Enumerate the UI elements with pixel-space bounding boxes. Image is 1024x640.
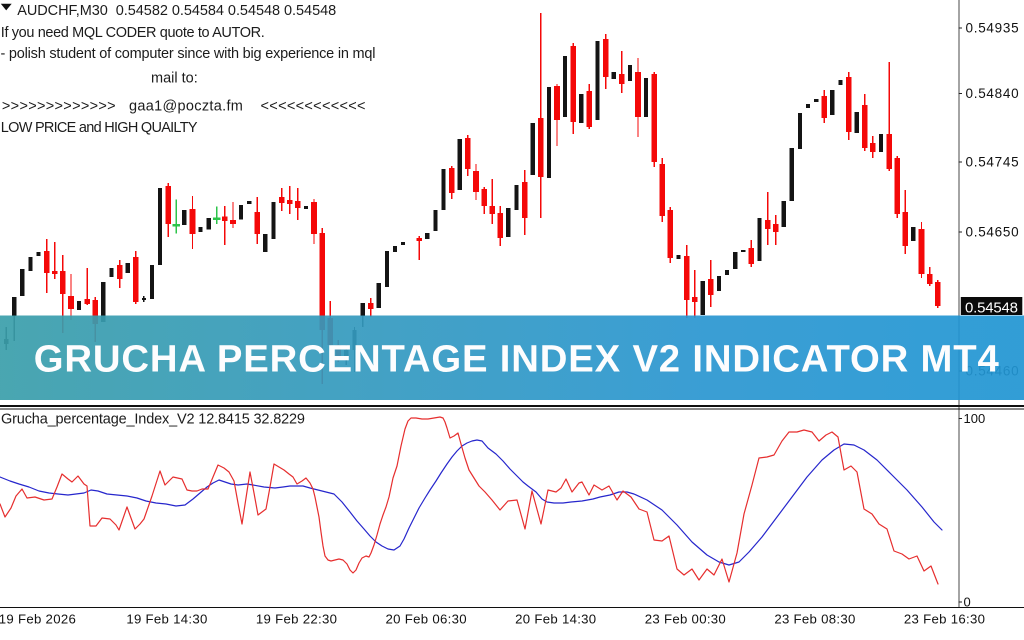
svg-text:0.54548: 0.54548	[965, 299, 1018, 316]
svg-text:19 Feb 2026: 19 Feb 2026	[0, 612, 76, 627]
svg-text:GRUCHA PERCENTAGE INDEX V2 IND: GRUCHA PERCENTAGE INDEX V2 INDICATOR MT4	[34, 338, 1000, 381]
svg-text:0.54745: 0.54745	[966, 155, 1020, 170]
svg-text:0.54840: 0.54840	[966, 86, 1020, 101]
svg-text:AUDCHF,M30 0.54582 0.54584 0.: AUDCHF,M30 0.54582 0.54584 0.54548 0.545…	[17, 3, 336, 19]
svg-text:23 Feb 00:30: 23 Feb 00:30	[645, 612, 726, 627]
svg-text:20 Feb 06:30: 20 Feb 06:30	[386, 612, 467, 627]
svg-text:- polish student of computer s: - polish student of computer since with …	[1, 46, 376, 62]
svg-text:19 Feb 14:30: 19 Feb 14:30	[126, 612, 207, 627]
svg-text:23 Feb 08:30: 23 Feb 08:30	[774, 612, 855, 627]
svg-text:0: 0	[964, 595, 971, 610]
svg-text:19 Feb 22:30: 19 Feb 22:30	[256, 612, 337, 627]
svg-text:0.54650: 0.54650	[966, 225, 1020, 240]
svg-text:20 Feb 14:30: 20 Feb 14:30	[515, 612, 596, 627]
svg-text:23 Feb 16:30: 23 Feb 16:30	[904, 612, 985, 627]
svg-text:LOW PRICE and HIGH QUAILTY: LOW PRICE and HIGH QUAILTY	[1, 120, 198, 136]
svg-text:mail to:: mail to:	[151, 70, 198, 86]
svg-text:100: 100	[964, 411, 986, 426]
svg-text:If you need MQL CODER quote to: If you need MQL CODER quote to AUTOR.	[1, 25, 265, 41]
svg-text:Grucha_percentage_Index_V2 12.: Grucha_percentage_Index_V2 12.8415 32.82…	[1, 411, 305, 427]
svg-text:>>>>>>>>>>>>> gaa1@poczta.fm: >>>>>>>>>>>>> gaa1@poczta.fm <<<<<<<<<<<…	[2, 98, 366, 114]
svg-text:0.54935: 0.54935	[966, 21, 1020, 36]
